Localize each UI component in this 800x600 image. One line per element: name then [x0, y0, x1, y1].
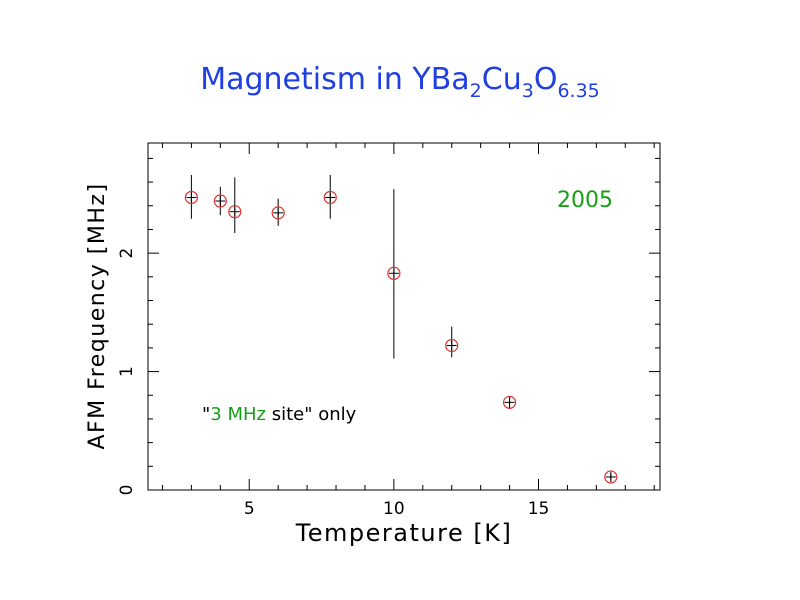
page-title: Magnetism in YBa2Cu3O6.35 — [200, 62, 600, 102]
point-circle — [502, 395, 517, 409]
data-point — [323, 190, 337, 205]
point-circle — [604, 470, 618, 484]
note-highlight: 3 MHz — [210, 404, 266, 425]
tick-labels: 5 10 15 0 1 2 — [117, 248, 549, 519]
data-point — [184, 190, 198, 205]
point-circle — [445, 338, 459, 353]
axis-ticks — [148, 143, 660, 491]
point-circle — [213, 194, 227, 208]
y-axis-label: AFM Frequency [MHz] — [85, 182, 110, 449]
data-point — [228, 205, 242, 219]
point-circle — [184, 190, 198, 205]
x-tick-label: 5 — [244, 499, 255, 519]
data-point — [445, 338, 459, 353]
site-note: "3 MHz site" only — [202, 404, 357, 425]
x-tick-label: 10 — [383, 499, 405, 519]
point-circle — [228, 205, 242, 219]
x-axis-label: Temperature [K] — [295, 519, 513, 547]
note-rest: site" only — [266, 404, 357, 425]
year-label: 2005 — [557, 188, 613, 213]
point-circle — [271, 206, 285, 220]
data-point — [213, 194, 227, 208]
y-tick-label: 1 — [117, 366, 137, 377]
data-point — [604, 470, 618, 484]
note-open-quote: " — [202, 404, 210, 425]
x-tick-label: 15 — [528, 499, 550, 519]
point-circle — [323, 190, 337, 205]
y-tick-label: 2 — [117, 248, 137, 259]
data-point — [271, 206, 285, 220]
error-bars — [190, 174, 612, 481]
point-circle — [387, 266, 401, 280]
plot-frame — [147, 142, 661, 491]
data-points — [184, 190, 618, 484]
y-tick-label: 0 — [117, 485, 137, 496]
data-point — [387, 266, 401, 280]
data-point — [502, 395, 517, 409]
